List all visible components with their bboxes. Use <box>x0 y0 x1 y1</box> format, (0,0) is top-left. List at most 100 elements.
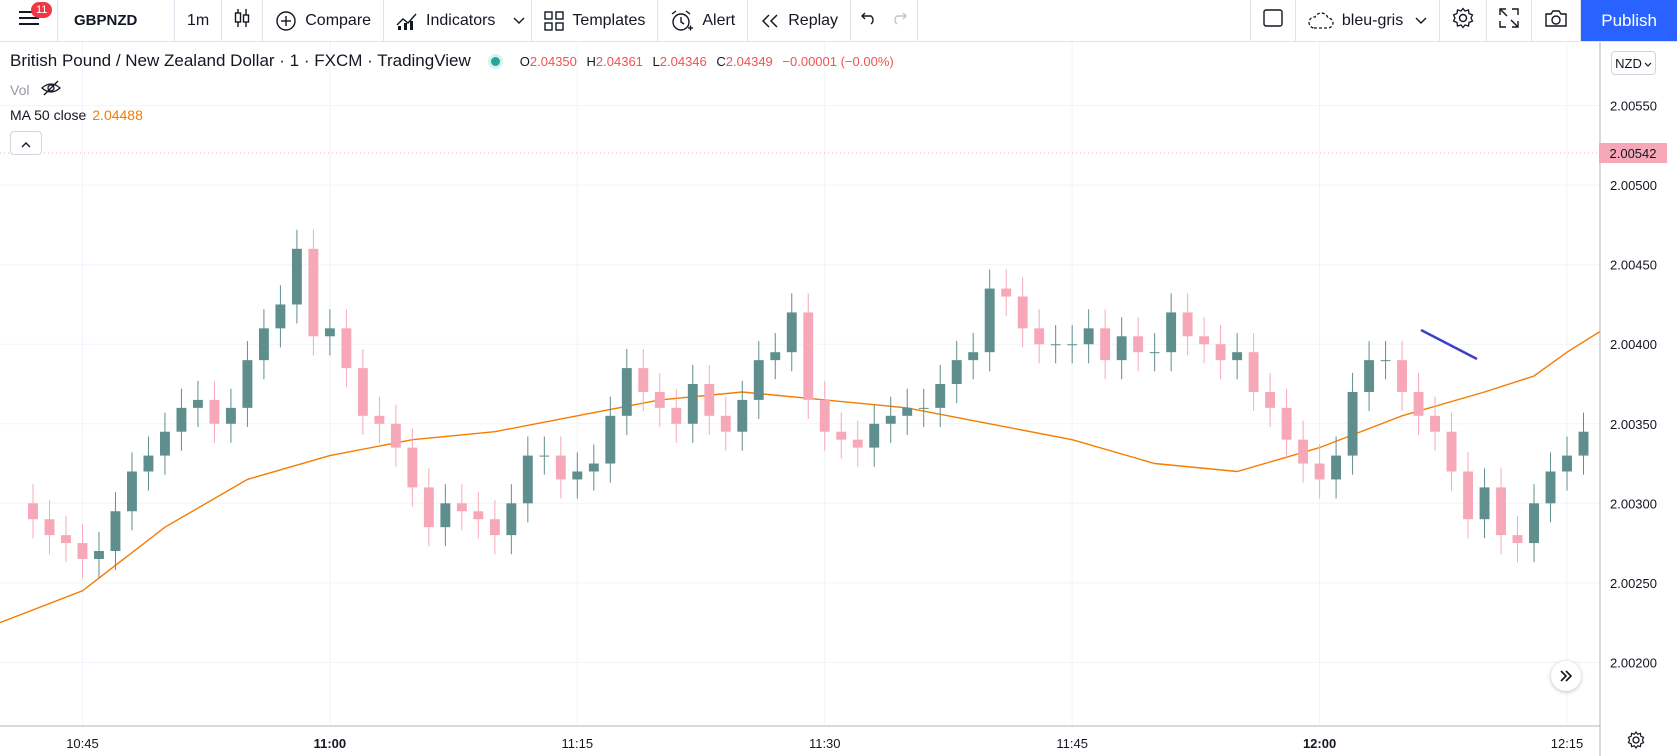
open-value: 2.04350 <box>529 53 577 69</box>
candle-body <box>1248 352 1259 392</box>
low-label: L <box>652 53 660 69</box>
compare-button[interactable]: Compare <box>263 0 385 41</box>
candle-body <box>1430 415 1440 432</box>
collapse-legend-button[interactable] <box>10 131 42 155</box>
candle-body <box>489 519 500 536</box>
undo-icon[interactable] <box>861 11 877 30</box>
candle-body <box>1133 336 1144 353</box>
ma-50-line <box>0 330 1601 624</box>
scroll-to-realtime-button[interactable] <box>1551 661 1581 691</box>
candle-body <box>209 399 220 424</box>
price-chart[interactable]: 2.00200 2.00250 2.00300 2.00350 2.00400 2.004… <box>0 42 1677 756</box>
fullscreen-button[interactable] <box>1487 0 1533 41</box>
rewind-icon <box>760 13 780 29</box>
ma-legend[interactable]: MA 50 close 2.04488 <box>10 107 143 123</box>
chart-legend: British Pound / New Zealand Dollar · 1 ·… <box>10 51 894 71</box>
select-layout-button[interactable] <box>1249 0 1296 41</box>
candle-body <box>110 511 121 552</box>
layout-name-button[interactable]: bleu-gris <box>1296 0 1441 41</box>
candle-body <box>1067 344 1078 346</box>
snapshot-button[interactable] <box>1532 0 1582 41</box>
time-tick-label: 11:45 <box>1056 736 1088 751</box>
candle-body <box>1562 455 1572 472</box>
candle-body <box>61 535 71 544</box>
candle-body <box>44 519 55 536</box>
replay-button[interactable]: Replay <box>748 0 852 41</box>
candle-body <box>308 248 319 337</box>
time-tick-label: 10:45 <box>66 736 99 751</box>
candles-icon <box>234 8 250 33</box>
time-axis-settings-button[interactable] <box>1627 730 1645 754</box>
market-status-dot[interactable] <box>490 56 500 66</box>
chevron-down-icon <box>1644 56 1652 71</box>
redo-icon[interactable] <box>891 11 908 30</box>
chart-style-button[interactable] <box>222 0 264 41</box>
high-label: H <box>586 53 596 69</box>
candle-body <box>918 407 929 409</box>
candle-body <box>803 312 814 400</box>
fullscreen-icon <box>1499 8 1519 33</box>
double-chevron-right-icon <box>1559 666 1573 687</box>
chevron-up-icon <box>21 136 31 151</box>
candle-body <box>1199 336 1210 345</box>
candle-body <box>1545 471 1556 504</box>
candle-body <box>1215 344 1226 361</box>
camera-icon <box>1544 8 1568 33</box>
candle-body <box>951 360 962 384</box>
candle-body <box>258 328 269 361</box>
candle-body <box>984 288 995 353</box>
alarm-clock-icon <box>670 9 694 32</box>
candle-body <box>819 399 830 432</box>
publish-button[interactable]: Publish <box>1581 0 1677 41</box>
price-tick-label: 2.00400 <box>1610 337 1657 352</box>
candle-body <box>77 543 88 559</box>
indicators-icon <box>396 11 418 31</box>
currency-button[interactable]: NZD <box>1611 51 1656 75</box>
price-tick-label: 2.00450 <box>1610 258 1657 273</box>
candle-body <box>1397 360 1408 392</box>
candle-body <box>786 312 797 353</box>
indicators-button[interactable]: Indicators <box>384 0 533 41</box>
time-tick-label: 12:00 <box>1303 736 1336 751</box>
time-tick-label: 12:15 <box>1551 736 1584 751</box>
compare-label: Compare <box>305 11 372 29</box>
candle-body <box>687 384 698 424</box>
interval-button[interactable]: 1m <box>175 0 223 41</box>
symbol-title[interactable]: British Pound / New Zealand Dollar · 1 ·… <box>10 51 471 70</box>
candle-body <box>1001 288 1012 297</box>
candle-body <box>1364 360 1375 392</box>
candle-body <box>1034 328 1045 345</box>
hamburger-icon <box>18 10 39 31</box>
candle-body <box>127 471 137 512</box>
eye-hidden-icon[interactable] <box>41 80 62 99</box>
settings-button[interactable] <box>1440 0 1488 41</box>
candle-body <box>1116 336 1127 361</box>
candle-body <box>1050 344 1061 346</box>
time-tick-label: 11:30 <box>809 736 841 751</box>
candle-body <box>588 463 599 472</box>
undo-redo-group <box>851 0 919 41</box>
templates-button[interactable]: Templates <box>532 0 659 41</box>
candle-body <box>671 407 682 424</box>
symbol-search-button[interactable]: GBPNZD <box>58 0 175 41</box>
candle-body <box>1298 439 1309 464</box>
candle-body <box>506 503 517 536</box>
candle-body <box>1496 487 1506 536</box>
toolbar-right: bleu-gris Publish <box>1249 0 1677 41</box>
volume-legend[interactable]: Vol <box>10 80 62 99</box>
candle-body <box>539 455 550 457</box>
candle-body <box>935 384 946 408</box>
candle-body <box>1314 463 1325 480</box>
candle-body <box>176 407 187 432</box>
chevron-down-icon[interactable] <box>513 12 525 30</box>
candle-body <box>1149 352 1160 354</box>
candle-body <box>968 352 979 361</box>
replay-label: Replay <box>788 11 839 29</box>
price-tick-label: 2.00200 <box>1610 655 1657 670</box>
alert-button[interactable]: Alert <box>658 0 749 41</box>
main-menu-button[interactable]: 11 <box>0 0 58 41</box>
candle-body <box>1380 360 1391 362</box>
candle-body <box>374 415 385 424</box>
ohlc-values: O2.04350 H2.04361 L2.04346 C2.04349 −0.0… <box>520 54 894 69</box>
cloud-icon <box>1308 11 1334 30</box>
